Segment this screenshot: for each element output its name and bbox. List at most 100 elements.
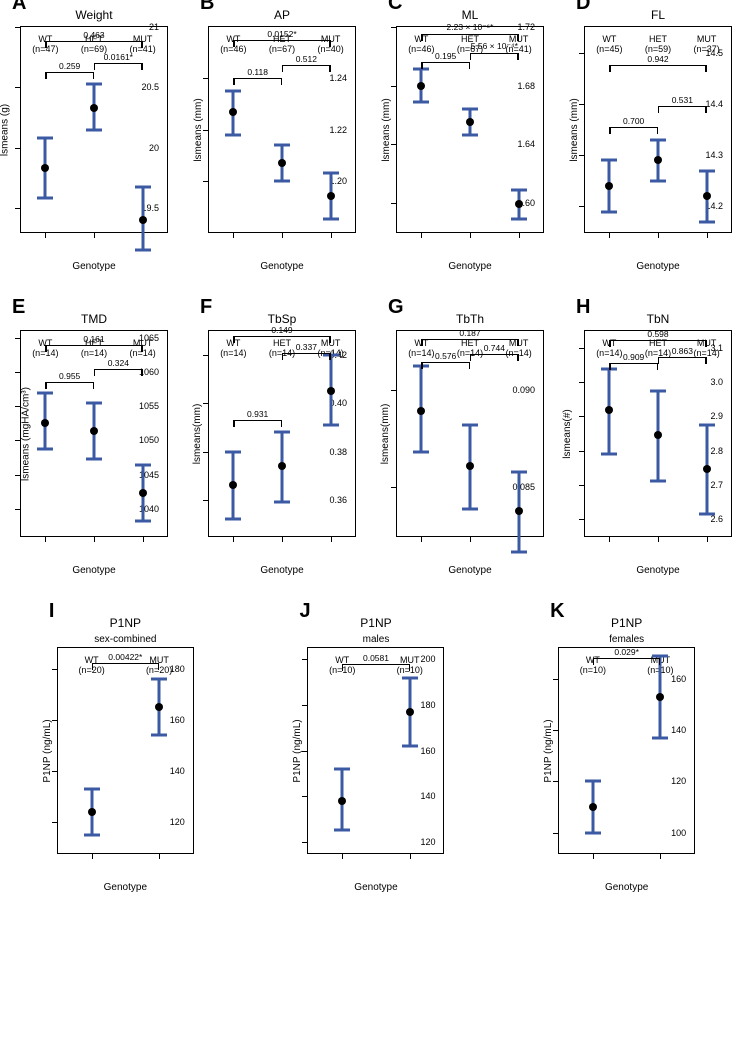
y-tick: [391, 390, 397, 391]
x-axis-label: Genotype: [448, 261, 491, 272]
x-tick: [94, 536, 95, 542]
plot-title: ML: [462, 8, 479, 22]
x-tick-label: MUT(n=37): [694, 35, 720, 55]
p-value-label: 5.56 × 10⁻⁴*: [471, 41, 518, 52]
error-cap: [86, 82, 102, 85]
plot-title: P1NP: [360, 616, 391, 630]
error-cap: [135, 186, 151, 189]
data-point: [278, 159, 286, 167]
error-cap: [151, 677, 167, 680]
p-value-label: 0.531: [672, 95, 693, 105]
comparison-bracket: [45, 72, 94, 73]
x-tick: [707, 232, 708, 238]
y-tick: [553, 781, 559, 782]
x-axis-label: Genotype: [260, 261, 303, 272]
y-tick-label: 1.72: [517, 22, 535, 32]
comparison-bracket: [233, 40, 330, 41]
x-tick-label: MUT(n=10): [397, 656, 423, 676]
y-tick: [15, 509, 21, 510]
data-point: [515, 507, 523, 515]
y-tick: [579, 206, 585, 207]
error-cap: [334, 767, 350, 770]
x-tick-label: MUT(n=40): [318, 35, 344, 55]
error-cap: [585, 831, 601, 834]
x-tick: [331, 232, 332, 238]
comparison-bracket: [45, 41, 142, 42]
y-tick: [15, 148, 21, 149]
x-tick: [609, 536, 610, 542]
x-tick: [143, 536, 144, 542]
y-tick: [302, 796, 308, 797]
x-tick-label: MUT(n=14): [506, 339, 532, 359]
y-tick: [15, 440, 21, 441]
error-cap: [699, 220, 715, 223]
plot-title: FL: [651, 8, 665, 22]
error-cap: [650, 138, 666, 141]
plot-area: lsmeans(#)2.62.72.82.93.03.1WT(n=14)HET(…: [584, 330, 732, 537]
error-cap: [37, 448, 53, 451]
y-tick-label: 140: [420, 791, 435, 801]
error-cap: [402, 744, 418, 747]
comparison-bracket: [282, 65, 331, 66]
error-cap: [86, 402, 102, 405]
y-tick: [579, 155, 585, 156]
error-cap: [84, 834, 100, 837]
panel-letter: J: [299, 600, 310, 623]
p-value-label: 0.0152*: [267, 29, 296, 39]
y-axis-label: lsmeans(#): [562, 409, 573, 458]
error-cap: [135, 519, 151, 522]
comparison-bracket: [282, 353, 331, 354]
plot-title: P1NP: [110, 616, 141, 630]
plot-subtitle: females: [609, 634, 644, 645]
error-cap: [413, 100, 429, 103]
y-tick: [391, 487, 397, 488]
y-axis-label: lsmeans (g): [0, 103, 11, 155]
panel-A: AWeightlsmeans (g)19.52020.521WT(n=47)HE…: [20, 8, 168, 272]
data-point: [589, 803, 597, 811]
p-value-label: 0.942: [647, 54, 668, 64]
error-cap: [86, 128, 102, 131]
plot-area: lsmeans(mm)0.0850.090WT(n=14)HET(n=14)MU…: [396, 330, 544, 537]
x-tick: [331, 536, 332, 542]
error-cap: [37, 391, 53, 394]
p-value-label: 0.161: [83, 334, 104, 344]
y-tick-label: 14.4: [705, 99, 723, 109]
y-tick-label: 14.3: [705, 150, 723, 160]
plot-title: P1NP: [611, 616, 642, 630]
p-value-label: 0.909: [623, 352, 644, 362]
p-value-label: 0.576: [435, 351, 456, 361]
p-value-label: 2.23 × 10⁻⁶*: [447, 22, 494, 33]
p-value-label: 0.931: [247, 409, 268, 419]
y-tick: [579, 104, 585, 105]
p-value-label: 0.259: [59, 61, 80, 71]
comparison-bracket: [45, 345, 142, 346]
panel-K: KP1NPfemalesP1NP (ng/mL)100120140160WT(n…: [558, 616, 695, 893]
y-tick: [15, 406, 21, 407]
y-tick: [15, 87, 21, 88]
x-tick: [282, 232, 283, 238]
y-tick: [15, 338, 21, 339]
data-point: [229, 108, 237, 116]
y-tick-label: 1055: [139, 401, 159, 411]
y-tick-label: 1050: [139, 435, 159, 445]
x-tick: [159, 853, 160, 859]
x-tick: [421, 232, 422, 238]
panel-letter: A: [12, 0, 26, 15]
x-tick: [45, 232, 46, 238]
plot-area: lsmeans (mm)1.601.641.681.72WT(n=46)HET(…: [396, 26, 544, 233]
y-tick-label: 2.9: [710, 411, 723, 421]
x-tick-label: MUT(n=41): [130, 35, 156, 55]
y-tick-label: 1.24: [329, 73, 347, 83]
plot-subtitle: sex-combined: [94, 634, 156, 645]
y-tick: [391, 144, 397, 145]
y-tick: [553, 833, 559, 834]
error-cap: [84, 787, 100, 790]
x-axis-label: Genotype: [104, 882, 147, 893]
comparison-bracket: [45, 382, 94, 383]
comparison-bracket: [470, 354, 519, 355]
panel-E: ETMDlsmeans (mgHA/cm³)104010451050105510…: [20, 312, 168, 576]
data-point: [327, 192, 335, 200]
comparison-bracket: [609, 65, 706, 66]
data-point: [605, 406, 613, 414]
error-cap: [334, 829, 350, 832]
